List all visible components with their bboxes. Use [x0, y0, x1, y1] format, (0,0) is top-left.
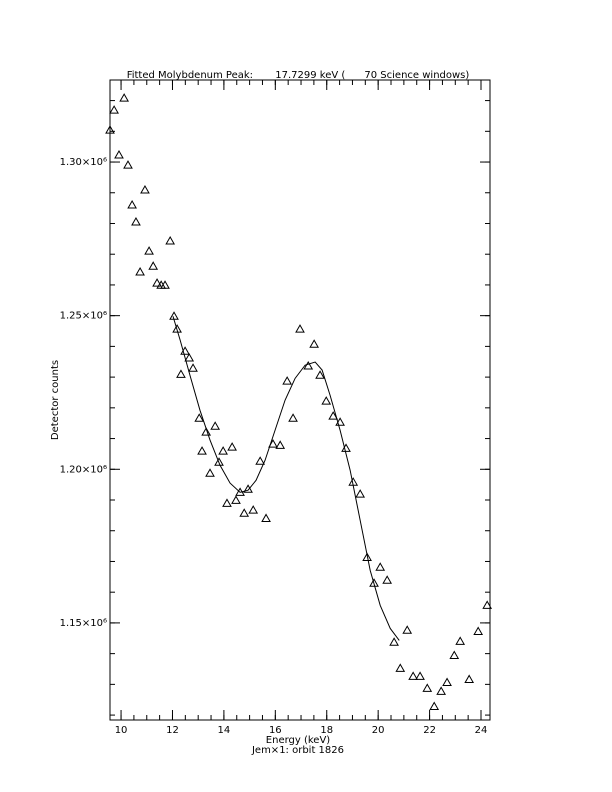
plot-frame: [109, 79, 491, 721]
data-point: [135, 267, 145, 276]
data-point: [375, 562, 386, 571]
data-point: [176, 369, 186, 378]
data-point: [309, 339, 320, 348]
data-point: [201, 427, 212, 436]
data-point: [442, 677, 452, 687]
data-point: [210, 421, 221, 430]
data-point: [239, 508, 250, 517]
data-point: [282, 376, 293, 385]
x-tick-label: 14: [218, 725, 231, 736]
data-point: [482, 600, 493, 609]
data-point: [389, 637, 399, 646]
data-point: [255, 456, 266, 465]
data-point: [184, 353, 195, 362]
data-point: [119, 93, 130, 102]
data-point: [429, 701, 440, 710]
data-point: [114, 149, 124, 159]
x-tick-label: 18: [320, 725, 333, 736]
data-point: [197, 446, 207, 455]
data-point: [422, 683, 433, 692]
data-point: [415, 671, 425, 680]
x-axis-label: Energy (keV): [266, 735, 331, 746]
data-point: [109, 105, 119, 114]
x-tick-label: 22: [423, 725, 436, 736]
data-point: [127, 200, 137, 209]
fit-line: [172, 316, 400, 641]
data-point: [464, 674, 475, 683]
data-point: [218, 446, 228, 455]
y-tick-label: 1.30×10⁶: [60, 157, 107, 168]
data-point: [194, 413, 205, 422]
x-tick-label: 24: [475, 725, 488, 736]
data-point: [214, 457, 224, 466]
data-point: [408, 671, 418, 680]
data-point: [449, 650, 460, 659]
data-point: [227, 442, 237, 451]
data-point: [243, 484, 253, 493]
data-point: [140, 184, 150, 194]
data-point: [275, 440, 286, 449]
data-point: [455, 636, 466, 645]
data-point: [172, 324, 182, 333]
y-axis-label: Detector counts: [50, 360, 61, 440]
data-point: [148, 261, 159, 270]
data-point: [165, 235, 176, 245]
y-tick-label: 1.25×10⁶: [60, 311, 107, 322]
y-tick-label: 1.20×10⁶: [60, 464, 107, 475]
data-point: [295, 324, 305, 333]
chart-title: Fitted Molybdenum Peak: 17.7299 keV ( 70…: [127, 70, 470, 81]
data-point: [315, 370, 325, 379]
data-point: [355, 489, 366, 498]
data-point: [328, 411, 339, 420]
data-point: [222, 498, 232, 507]
data-point: [321, 396, 332, 405]
x-tick-label: 12: [166, 725, 179, 736]
x-tick-label: 20: [372, 725, 385, 736]
data-point: [248, 505, 259, 514]
footer: Jem×1: orbit 1826: [251, 745, 344, 756]
y-tick-label: 1.15×10⁶: [60, 618, 107, 629]
data-point: [123, 160, 133, 169]
data-point: [288, 413, 298, 422]
data-point: [473, 626, 484, 636]
data-point: [362, 552, 372, 561]
data-point: [144, 246, 154, 255]
x-tick-label: 10: [115, 725, 128, 736]
data-point: [188, 363, 198, 372]
data-point: [436, 686, 447, 695]
data-point: [105, 125, 115, 134]
data-point: [160, 280, 170, 289]
data-point: [152, 278, 162, 287]
data-point: [395, 663, 406, 672]
data-point: [402, 625, 413, 634]
data-point: [131, 216, 141, 226]
data-point: [382, 575, 393, 584]
data-point: [261, 513, 271, 522]
data-point: [369, 578, 379, 587]
data-point: [231, 495, 241, 504]
data-point: [303, 361, 314, 370]
x-tick-label: 16: [269, 725, 282, 736]
data-point: [205, 468, 215, 477]
